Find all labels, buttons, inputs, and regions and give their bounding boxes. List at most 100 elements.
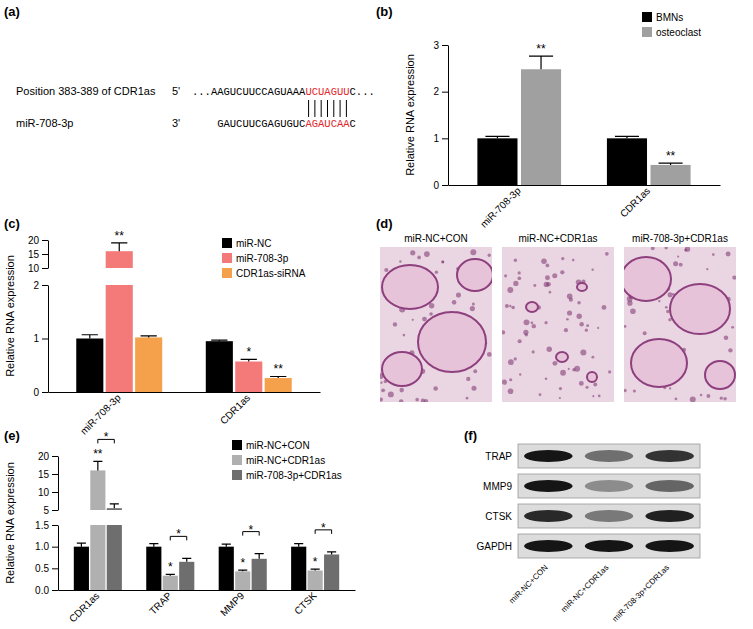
y-tick: 10 <box>38 487 58 498</box>
bar <box>107 508 122 510</box>
cell-dot <box>706 394 710 398</box>
cell-dot <box>567 310 572 315</box>
bar <box>324 554 339 590</box>
x-tick: TRAP <box>147 590 174 617</box>
cell-dot <box>488 254 491 257</box>
bar <box>235 362 262 392</box>
cell-dot <box>524 319 530 325</box>
significance: * <box>240 556 245 570</box>
tick-mark <box>52 510 58 511</box>
sequence-part: AGAUCAA <box>305 118 350 130</box>
cell-dot <box>429 312 433 316</box>
bar <box>477 138 517 185</box>
cell-dot <box>547 347 552 352</box>
y-tick: 20 <box>38 451 58 462</box>
category-label: MMP9 <box>218 590 247 619</box>
cell-dot <box>393 322 397 326</box>
bar <box>106 251 133 268</box>
error-bar <box>659 163 683 165</box>
cell-dot <box>441 260 444 263</box>
cell-dot <box>579 322 583 326</box>
osteoclast <box>457 259 492 291</box>
cell-dot <box>624 325 626 328</box>
cell-dot <box>422 317 427 322</box>
x-tick: miR-708-3p <box>478 185 523 230</box>
error-bar <box>485 136 509 138</box>
pair-line <box>346 100 347 117</box>
tick-label: 0 <box>433 180 439 191</box>
significance: ** <box>536 42 546 56</box>
y-tick: 2 <box>33 280 48 291</box>
tick-mark <box>52 474 58 475</box>
error-bar <box>82 335 98 339</box>
y-axis-line <box>58 457 59 511</box>
osteoclast <box>670 284 730 334</box>
blot-strip <box>518 534 700 558</box>
blot-row-label: TRAP <box>485 451 512 462</box>
bar <box>107 525 122 590</box>
tick-label: 2 <box>33 280 39 291</box>
tick-mark <box>42 285 48 286</box>
y-tick: 1.0 <box>35 541 58 552</box>
tick-mark <box>442 138 448 139</box>
tick-mark <box>52 547 58 548</box>
legend-label: miR-NC+CON <box>246 440 310 451</box>
plot-area <box>477 56 690 185</box>
legend-label: CDR1as-siRNA <box>236 268 306 279</box>
tick-label: 1.5 <box>35 520 49 531</box>
bar <box>106 285 133 392</box>
cell-dot <box>399 399 404 402</box>
cell-dot <box>585 329 588 332</box>
cell-dot <box>723 397 727 401</box>
micrograph <box>624 247 736 402</box>
cell-dot <box>466 397 469 400</box>
significance: * <box>104 430 109 444</box>
y-tick: 10 <box>28 263 48 274</box>
cell-dot <box>577 313 582 318</box>
tick-mark <box>52 525 58 526</box>
image-background <box>502 247 614 402</box>
cell-dot <box>544 321 547 324</box>
significance: ** <box>115 229 125 243</box>
cell-dot <box>544 282 549 287</box>
tick-label: 0 <box>33 387 39 398</box>
legend-label: miR-708-3p <box>236 253 289 264</box>
tick-mark <box>442 92 448 93</box>
cell-dot <box>577 301 581 305</box>
cell-dot <box>675 398 678 401</box>
cell-dot <box>472 302 475 305</box>
blot-band <box>645 480 694 492</box>
blot-band <box>524 540 573 552</box>
cell-dot <box>665 306 668 309</box>
cell-dot <box>572 259 575 262</box>
legend-swatch <box>222 268 232 278</box>
cell-dot <box>731 326 734 329</box>
image-title: miR-NC+CDR1as <box>518 233 597 244</box>
y-tick: 3 <box>433 40 448 51</box>
cell-dot <box>456 293 461 298</box>
bar <box>521 69 561 185</box>
x-tick: CDR1as <box>67 590 102 625</box>
y-axis-line <box>48 241 49 269</box>
cell-dot <box>523 330 528 335</box>
tick-label: 5 <box>43 505 49 516</box>
tick-mark <box>42 339 48 340</box>
lane-label: miR-708-3p+CDR1as <box>610 563 671 624</box>
plot-area <box>74 525 339 590</box>
image-title: miR-708-3p+CDR1as <box>632 233 728 244</box>
legend-swatch <box>222 238 232 248</box>
cell-dot <box>502 380 507 385</box>
sequence-part: GAUCUUCGAGUGUC <box>217 118 305 130</box>
cell-dot <box>677 255 679 257</box>
cell-dot <box>470 249 476 255</box>
cell-dot <box>720 397 723 400</box>
cell-dot <box>579 381 584 386</box>
cell-dot <box>685 247 690 252</box>
cell-dot <box>518 339 522 343</box>
tick-label: 15 <box>38 469 50 480</box>
cell-dot <box>517 276 521 280</box>
error-bar <box>294 544 303 547</box>
osteoclast <box>624 257 671 301</box>
cell-dot <box>471 386 476 391</box>
category-label: CTSK <box>292 590 319 617</box>
